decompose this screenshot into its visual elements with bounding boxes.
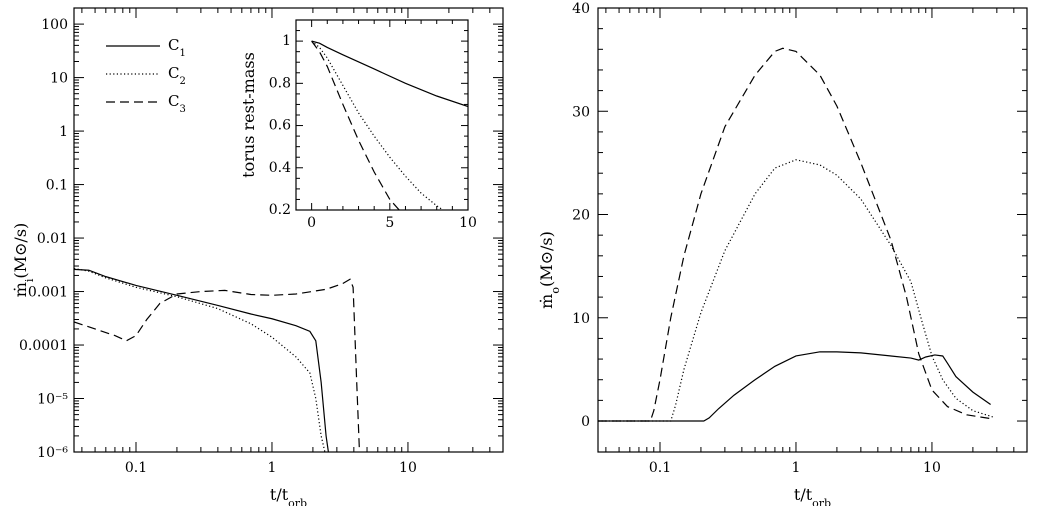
right-plot-frame bbox=[597, 7, 1028, 453]
right-ytick-label: 10 bbox=[572, 311, 590, 327]
inset-series-group bbox=[311, 40, 468, 210]
left-line-c3 bbox=[74, 278, 361, 452]
left-y-axis-label: ṁi(M⊙/s) bbox=[11, 223, 36, 298]
right-chart: 0.1 1 10 0 10 20 30 40 t/torb ṁo(M⊙/s) bbox=[537, 1, 1028, 506]
right-line-c3 bbox=[598, 47, 993, 422]
legend-label-sub: 1 bbox=[179, 48, 185, 59]
left-xtick-label: 1 bbox=[268, 460, 277, 476]
inset-xtick-label: 10 bbox=[459, 215, 477, 231]
right-x-axis-label-sub: orb bbox=[812, 497, 831, 506]
inset-ytick-label: 0.6 bbox=[269, 118, 291, 134]
right-xtick-label: 10 bbox=[923, 460, 941, 476]
legend-label-sub: 3 bbox=[179, 104, 185, 115]
left-x-axis-label-main: t/t bbox=[270, 485, 289, 504]
legend-label-sub: 2 bbox=[179, 76, 185, 87]
left-ytick-label: 1 bbox=[59, 124, 68, 140]
left-xtick-label: 0.1 bbox=[125, 460, 147, 476]
right-line-c2 bbox=[598, 159, 993, 422]
inset-chart: 0 5 10 0.2 0.4 0.6 0.8 1 torus rest-mass bbox=[239, 19, 477, 231]
right-ytick-label: 20 bbox=[572, 208, 590, 224]
legend-label-main: C bbox=[168, 64, 179, 82]
left-ytick-label: 100 bbox=[41, 17, 68, 33]
right-y-axis-label: ṁo(M⊙/s) bbox=[537, 231, 562, 309]
left-ytick-label: 0.01 bbox=[37, 231, 68, 247]
inset-xtick-label: 0 bbox=[307, 215, 316, 231]
left-x-axis-label: t/torb bbox=[270, 485, 307, 506]
inset-background bbox=[296, 20, 468, 210]
left-xtick-label: 10 bbox=[399, 460, 417, 476]
left-ytick-label: 0.001 bbox=[28, 285, 68, 301]
inset-line-c3 bbox=[311, 40, 400, 210]
left-ytick-label: 10⁻⁵ bbox=[37, 392, 68, 408]
left-ytick-label: 10⁻⁶ bbox=[37, 445, 68, 461]
inset-xtick-label: 5 bbox=[385, 215, 394, 231]
inset-ytick-label: 0.4 bbox=[269, 160, 291, 176]
legend-label-main: C bbox=[168, 36, 179, 54]
left-y-axis-label-main: ṁ bbox=[11, 282, 30, 297]
left-series-group bbox=[74, 267, 361, 452]
left-x-axis-label-sub: orb bbox=[288, 497, 307, 506]
left-y-axis-label-rest: (M⊙/s) bbox=[11, 223, 30, 279]
right-line-c1 bbox=[598, 351, 991, 422]
right-xtick-label: 0.1 bbox=[649, 460, 671, 476]
right-series-group bbox=[598, 47, 993, 422]
left-ytick-label: 10 bbox=[50, 71, 68, 87]
legend-label-c2: C2 bbox=[168, 64, 186, 87]
inset-line-c1 bbox=[311, 40, 468, 108]
inset-ytick-label: 1 bbox=[282, 33, 291, 49]
left-chart: 0.1 1 101001010.10.010.0010.000110⁻⁵10⁻⁶t/… bbox=[11, 7, 504, 506]
legend-label-c3: C3 bbox=[168, 92, 186, 115]
legend-label-main: C bbox=[168, 92, 179, 110]
right-y-axis-label-sub: o bbox=[549, 287, 562, 294]
inset-y-axis-label: torus rest-mass bbox=[239, 52, 258, 178]
right-x-axis-label: t/torb bbox=[794, 485, 831, 506]
inset-ytick-label: 0.2 bbox=[269, 202, 291, 218]
right-ytick-label: 30 bbox=[572, 104, 590, 120]
inset-ytick-label: 0.8 bbox=[269, 75, 291, 91]
left-ytick-label: 0.0001 bbox=[19, 338, 68, 354]
right-ytick-label: 40 bbox=[572, 1, 590, 17]
right-y-axis-label-rest: (M⊙/s) bbox=[537, 231, 556, 287]
right-y-axis-label-main: ṁ bbox=[537, 294, 556, 309]
left-plot-frame bbox=[73, 7, 504, 453]
left-y-axis-label-sub: i bbox=[23, 278, 36, 282]
left-ytick-label: 0.1 bbox=[46, 178, 68, 194]
right-ytick-label: 0 bbox=[581, 414, 590, 430]
right-x-axis-label-main: t/t bbox=[794, 485, 813, 504]
left-line-c1 bbox=[74, 268, 329, 452]
legend-label-c1: C1 bbox=[168, 36, 186, 59]
inset-line-c2 bbox=[311, 40, 444, 210]
left-line-c2 bbox=[74, 267, 326, 452]
right-xtick-label: 1 bbox=[792, 460, 801, 476]
